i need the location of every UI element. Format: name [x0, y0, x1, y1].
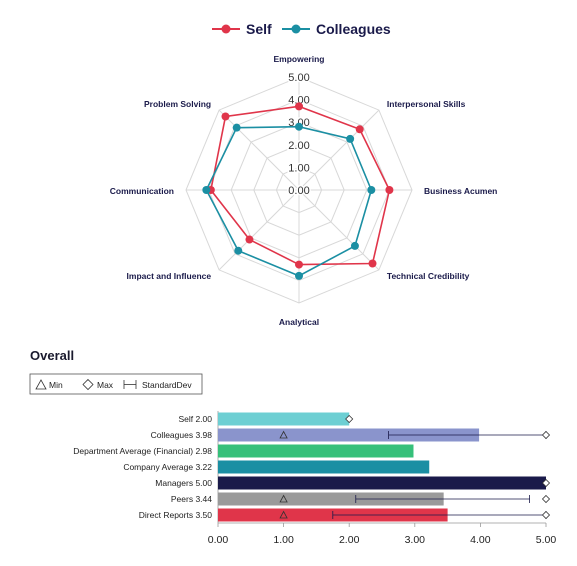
bar-category-label: Department Average (Financial) 2.98 [73, 446, 212, 456]
legend-self-marker [221, 24, 231, 34]
radar-point[interactable] [245, 235, 254, 244]
radar-point[interactable] [295, 271, 303, 280]
bar-x-tick-label: 0.00 [208, 534, 229, 546]
bar-category-label: Company Average 3.22 [123, 462, 212, 472]
bar[interactable] [218, 460, 430, 474]
radar-spoke [218, 109, 300, 191]
legend-self-label: Self [246, 21, 272, 37]
min-triangle-icon [35, 379, 47, 390]
bar-category-label: Self 2.00 [178, 414, 212, 424]
stddev-whisker-icon [123, 380, 137, 389]
radar-point[interactable] [232, 123, 241, 132]
radar-tick-label: 4.00 [288, 95, 309, 107]
radar-spoke [298, 189, 380, 271]
overall-title: Overall [30, 348, 74, 363]
bar[interactable] [218, 476, 546, 490]
radar-point[interactable] [385, 186, 394, 194]
radar-point[interactable] [234, 246, 243, 255]
legend-std-label: StandardDev [142, 380, 192, 390]
radar-tick-label: 0.00 [288, 185, 309, 197]
bar[interactable] [218, 412, 350, 426]
radar-point[interactable] [346, 134, 355, 143]
radar-chart: 0.001.002.003.004.005.00EmpoweringInterp… [110, 54, 498, 327]
max-marker [541, 478, 551, 488]
overall-legend: Min Max StandardDev [29, 373, 203, 395]
bar-category-label: Colleagues 3.98 [151, 430, 213, 440]
bar-category-label: Managers 5.00 [155, 478, 212, 488]
legend-colleagues-marker [291, 24, 301, 34]
radar-point[interactable] [202, 186, 211, 194]
bar[interactable] [218, 444, 414, 458]
radar-point[interactable] [368, 259, 377, 268]
min-marker [279, 510, 288, 519]
legend-item-self[interactable]: Self [212, 21, 272, 37]
min-marker [279, 494, 288, 503]
legend-item-colleagues[interactable]: Colleagues [282, 21, 391, 37]
radar-point[interactable] [295, 260, 303, 269]
bar-x-tick-label: 2.00 [339, 534, 360, 546]
max-marker [541, 430, 551, 440]
max-diamond-icon [82, 378, 94, 391]
radar-axis-label: Business Acumen [424, 186, 497, 196]
radar-axis-label: Interpersonal Skills [387, 99, 466, 109]
max-marker [541, 510, 551, 520]
radar-tick-label: 1.00 [288, 162, 309, 174]
radar-legend: Self Colleagues [212, 21, 391, 37]
bar-category-label: Direct Reports 3.50 [139, 510, 212, 520]
radar-axis-label: Communication [110, 186, 174, 196]
radar-point[interactable] [221, 112, 230, 121]
bar-x-tick-label: 5.00 [536, 534, 557, 546]
bar-x-tick-label: 3.00 [405, 534, 426, 546]
radar-axis-label: Problem Solving [144, 99, 211, 109]
radar-axis-label: Impact and Influence [127, 271, 212, 281]
bar[interactable] [218, 492, 444, 506]
radar-axis-label: Empowering [273, 54, 324, 64]
legend-min-label: Min [49, 380, 63, 390]
radar-spoke [218, 189, 300, 271]
overall-bar-chart: 0.00 1.00 2.00 3.00 4.00 5.00 Self 2.00 Colleag… [73, 411, 556, 546]
radar-spoke [298, 109, 380, 191]
bar-x-tick-label: 4.00 [470, 534, 491, 546]
radar-point[interactable] [367, 186, 376, 194]
radar-point[interactable] [295, 122, 303, 131]
radar-point[interactable] [295, 102, 303, 111]
radar-tick-label: 5.00 [288, 72, 309, 84]
max-marker [345, 414, 354, 424]
legend-max-label: Max [97, 380, 114, 390]
radar-axis-label: Analytical [279, 317, 319, 327]
radar-point[interactable] [355, 125, 364, 134]
bar-category-label: Peers 3.44 [171, 494, 212, 504]
radar-point[interactable] [350, 241, 359, 250]
radar-tick-label: 2.00 [288, 140, 309, 152]
min-marker [279, 430, 288, 439]
bar-x-tick-label: 1.00 [273, 534, 294, 546]
overall-legend-box [29, 373, 203, 395]
max-marker [541, 494, 551, 504]
radar-axis-label: Technical Credibility [387, 271, 470, 281]
legend-colleagues-label: Colleagues [316, 21, 391, 37]
